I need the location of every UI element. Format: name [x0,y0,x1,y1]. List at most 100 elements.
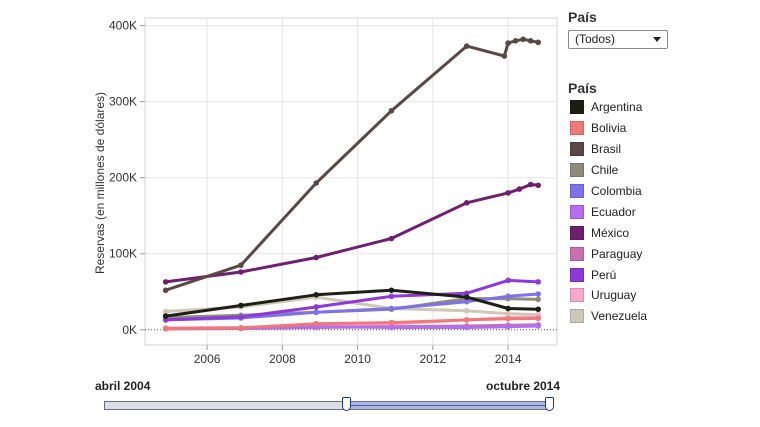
data-point[interactable] [535,306,541,313]
legend-item-brasil[interactable]: Brasil [570,139,647,160]
data-point[interactable] [162,308,169,315]
legend-title: País [568,80,597,96]
data-point[interactable] [162,287,169,294]
data-point[interactable] [535,291,541,297]
range-end-handle[interactable] [545,397,554,411]
data-point[interactable] [238,262,244,268]
legend-label: Paraguay [591,246,643,261]
legend-swatch [570,142,584,157]
data-point[interactable] [505,190,511,196]
data-point[interactable] [512,38,519,44]
filter-title: País [568,9,597,25]
legend-swatch [570,184,584,198]
data-point[interactable] [527,38,534,44]
data-point[interactable] [501,53,508,59]
data-point[interactable] [388,319,395,326]
series-brasil [162,36,541,294]
x-tick-label: 2006 [194,352,221,366]
dropdown-value: (Todos) [575,32,616,46]
data-point[interactable] [520,36,526,43]
range-start-handle[interactable] [342,397,351,411]
data-point[interactable] [505,40,511,46]
data-point[interactable] [505,305,511,312]
legend-swatch [570,309,584,324]
legend-swatch [570,121,584,136]
range-end-label: octubre 2014 [486,379,561,393]
data-point[interactable] [388,305,395,312]
data-point[interactable] [516,186,523,192]
legend-item-colombia[interactable]: Colombia [570,181,647,202]
series-argentina [162,287,541,319]
legend-item-peru[interactable]: Perú [570,264,647,285]
grid-lines [145,18,557,345]
data-point[interactable] [505,315,511,322]
data-point[interactable] [313,292,319,298]
data-point[interactable] [463,199,470,206]
legend-label: México [591,225,630,240]
data-point[interactable] [535,182,541,189]
legend-label: Ecuador [591,204,636,219]
legend-item-venezuela[interactable]: Venezuela [570,306,647,327]
x-tick-label: 2012 [419,352,446,366]
data-point[interactable] [388,287,395,294]
data-point[interactable] [162,313,169,319]
legend-swatch [570,100,584,115]
legend-item-chile[interactable]: Chile [570,160,647,181]
legend-item-uruguay[interactable]: Uruguay [570,285,647,306]
data-point[interactable] [238,302,244,309]
legend-swatch [570,288,584,303]
legend-label: Bolivia [591,121,627,136]
data-point[interactable] [463,307,470,314]
data-point[interactable] [535,39,541,46]
legend-item-mexico[interactable]: México [570,222,647,243]
x-tick-label: 2010 [344,352,371,366]
chevron-down-icon [653,37,661,42]
series-lines [162,36,541,332]
data-point[interactable] [238,314,244,320]
data-point[interactable] [388,107,395,114]
plot-area [144,17,558,346]
legend: Argentina Bolivia Brasil Chile Colombia Ecuad… [570,97,647,327]
date-range-selection[interactable] [345,401,550,410]
data-point[interactable] [162,279,169,285]
data-point[interactable] [505,293,511,300]
data-point[interactable] [535,296,541,303]
data-point[interactable] [535,315,541,322]
legend-swatch [570,246,584,261]
range-start-label: abril 2004 [95,379,151,393]
data-point[interactable] [162,325,169,332]
legend-swatch [570,225,584,240]
data-point[interactable] [313,320,319,327]
legend-item-ecuador[interactable]: Ecuador [570,201,647,222]
legend-item-paraguay[interactable]: Paraguay [570,243,647,264]
data-point[interactable] [238,269,244,275]
legend-item-bolivia[interactable]: Bolivia [570,118,647,139]
data-point[interactable] [505,323,511,330]
data-point[interactable] [313,180,319,186]
data-point[interactable] [313,309,319,316]
data-point[interactable] [535,323,541,329]
data-point[interactable] [527,181,534,188]
x-tick-label: 2008 [269,352,296,366]
y-tick-label: 0K [122,323,137,337]
data-point[interactable] [313,254,319,261]
legend-label: Venezuela [591,309,648,324]
legend-item-argentina[interactable]: Argentina [570,97,647,118]
data-point[interactable] [463,324,470,331]
data-point[interactable] [535,279,541,285]
data-point[interactable] [463,294,470,300]
data-point[interactable] [388,324,395,331]
legend-label: Argentina [591,100,643,115]
data-point[interactable] [388,235,395,242]
data-point[interactable] [463,298,470,305]
data-point[interactable] [505,277,511,284]
data-point[interactable] [388,293,395,300]
data-point[interactable] [313,304,319,310]
country-filter-dropdown[interactable]: (Todos) [568,30,668,49]
y-tick-label: 300K [109,95,137,109]
data-point[interactable] [463,317,470,323]
data-point[interactable] [238,325,244,331]
legend-swatch [570,163,584,178]
data-point[interactable] [463,43,470,49]
